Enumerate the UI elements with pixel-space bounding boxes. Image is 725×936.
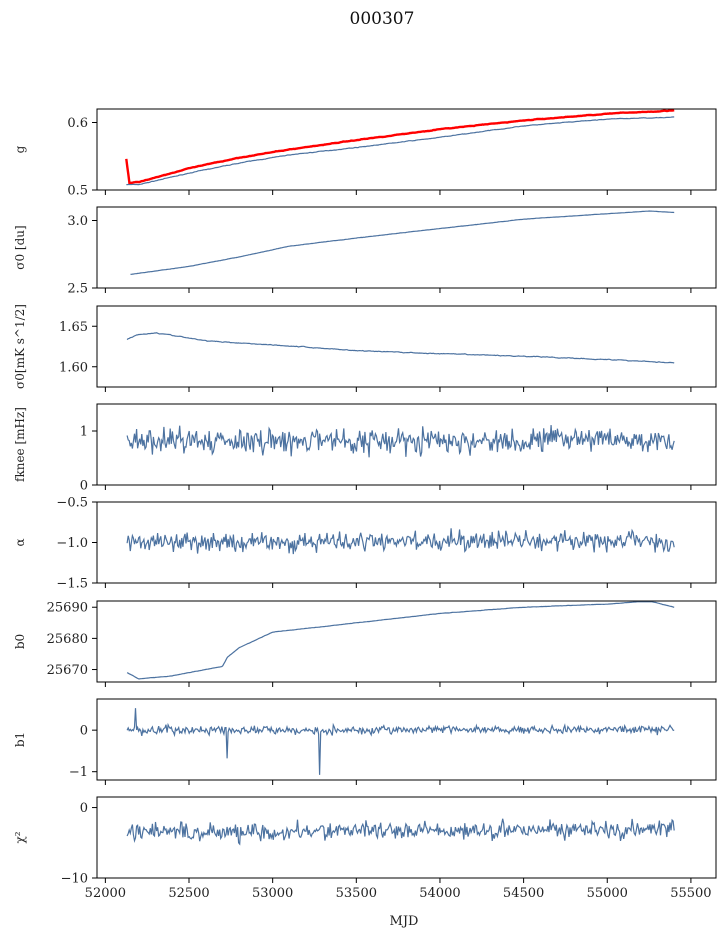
axes-frame (96, 600, 717, 683)
x-tick-label: 54000 (419, 886, 460, 901)
y-tick-label: 0.6 (67, 116, 88, 131)
axes-frame (96, 108, 717, 191)
y-tick-label: −1.5 (56, 577, 88, 592)
axes-frame (96, 796, 717, 879)
y-tick-label: −1 (69, 765, 88, 780)
y-tick-label: −1.0 (56, 536, 88, 551)
y-tick-label: 25680 (47, 632, 88, 647)
axes-frame (96, 698, 717, 781)
y-tick-label: −0.5 (56, 496, 88, 511)
y-tick-label: 3.0 (67, 214, 88, 229)
y-tick-label: 0 (80, 479, 88, 494)
series-line-1 (126, 116, 675, 186)
series-line-1 (126, 818, 675, 846)
y-axis-label: b1 (13, 732, 27, 747)
y-axis-label: σ0 [du] (13, 225, 27, 269)
series-line-1 (126, 528, 675, 555)
y-tick-label: −10 (61, 872, 88, 887)
series-line-1 (126, 708, 675, 775)
y-axis-label: fknee [mHz] (13, 407, 27, 482)
panel-7: −1 0 b1 (13, 698, 717, 785)
x-tick-label: 53000 (252, 886, 293, 901)
y-axis-label: χ² (13, 831, 27, 843)
x-tick-label: 54500 (503, 886, 544, 901)
y-tick-label: 2.5 (67, 282, 88, 297)
axes-frame (96, 305, 717, 388)
x-tick-label: 53500 (336, 886, 377, 901)
series-line-1 (126, 601, 675, 680)
x-tick-label: 55500 (670, 886, 711, 901)
series-line-1 (130, 210, 675, 275)
series-line-1 (126, 332, 675, 364)
y-tick-label: 25670 (47, 663, 88, 678)
panel-1: 0.5 0.6 g (13, 108, 717, 199)
axes-frame (96, 403, 717, 486)
y-tick-label: 0 (80, 801, 88, 816)
x-tick-label: 52000 (85, 886, 126, 901)
y-tick-label: 1.65 (59, 320, 88, 335)
y-axis-label: g (13, 145, 27, 153)
y-tick-label: 25690 (47, 601, 88, 616)
y-tick-label: 1 (80, 425, 88, 440)
x-tick-label: 52500 (168, 886, 209, 901)
y-axis-label: b0 (13, 634, 27, 649)
panel-4: 0 1 fknee [mHz] (13, 403, 717, 494)
series-line-1 (126, 425, 675, 458)
panel-2: 2.5 3.0 σ0 [du] (13, 206, 717, 297)
series-line-2 (125, 109, 675, 185)
panel-5: −1.5 −1.0 −0.5 α (13, 496, 717, 592)
panel-8: −10 0 52000 52500 53000 53500 54000 54500 55000 5… (13, 796, 717, 901)
y-axis-label: σ0[mK s^1/2] (13, 304, 27, 389)
y-tick-label: 1.60 (59, 360, 88, 375)
panels: 0.5 0.6 g 2.5 3.0 σ0 [du] 1.60 1.65 σ0[mK s^1/2]… (13, 108, 717, 901)
figure-title: 000307 (350, 9, 415, 29)
x-tick-label: 55000 (587, 886, 628, 901)
x-axis-label: MJD (390, 914, 419, 929)
y-tick-label: 0 (80, 724, 88, 739)
panel-3: 1.60 1.65 σ0[mK s^1/2] (13, 304, 717, 392)
axes-frame (96, 206, 717, 289)
y-tick-label: 0.5 (67, 184, 88, 199)
panel-6: 25670 25680 25690 b0 (13, 600, 717, 687)
y-axis-label: α (13, 538, 27, 546)
